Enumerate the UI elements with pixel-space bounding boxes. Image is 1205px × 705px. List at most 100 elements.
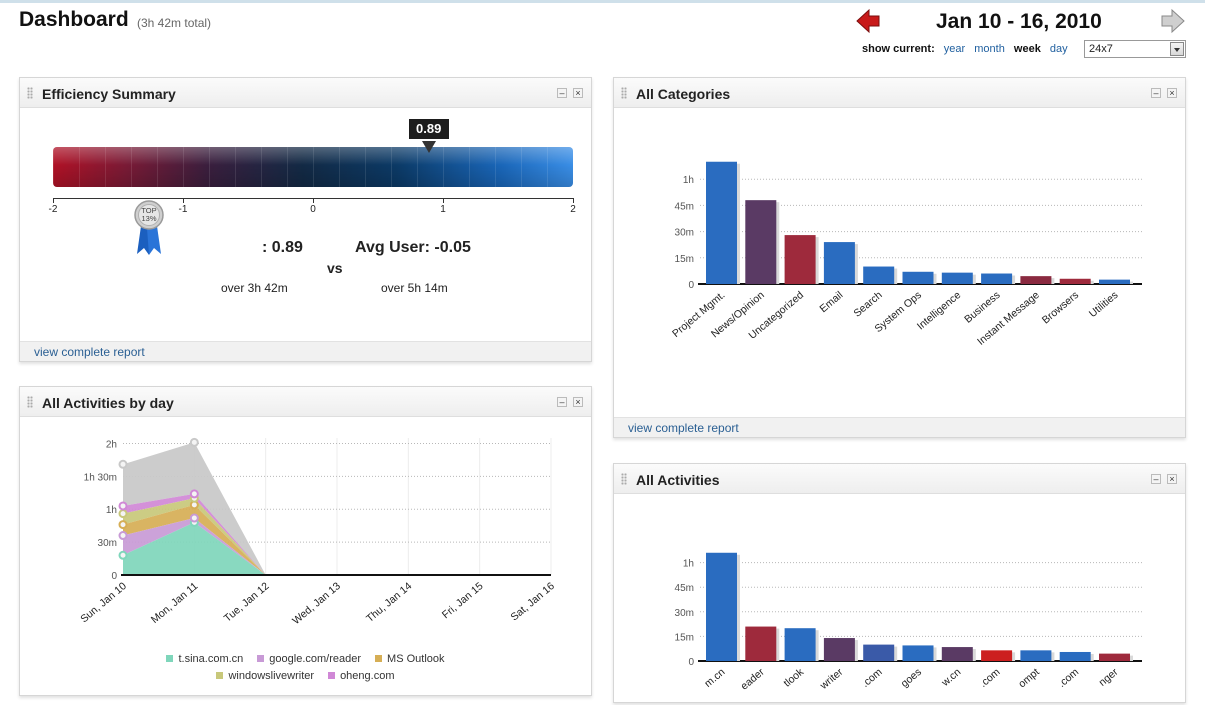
close-icon[interactable]: × <box>573 397 583 407</box>
x-tick-label: tlook <box>781 666 806 690</box>
bar[interactable] <box>1020 276 1052 284</box>
x-tick-label: nger <box>1097 666 1121 689</box>
data-point[interactable] <box>189 489 199 499</box>
vs-label: vs <box>327 260 343 276</box>
close-icon[interactable]: × <box>1167 88 1177 98</box>
gauge-tick-label: 0 <box>310 204 316 215</box>
bar[interactable] <box>981 650 1013 661</box>
drag-handle-icon[interactable] <box>27 396 33 408</box>
x-tick-label: Utilities <box>1087 289 1121 320</box>
gauge-tick-label: 2 <box>570 204 576 215</box>
x-tick-label: Search <box>851 289 884 320</box>
bar[interactable] <box>902 271 934 284</box>
panel-header: All Categories – × <box>614 78 1185 108</box>
prev-week-icon[interactable] <box>855 8 881 34</box>
data-point[interactable] <box>189 437 199 447</box>
y-tick-label: 1h 30m <box>84 472 117 483</box>
legend-label: google.com/reader <box>269 653 362 665</box>
x-tick-label: Intelligence <box>915 289 964 332</box>
bar[interactable] <box>1059 651 1091 661</box>
legend-item: oheng.com <box>328 670 395 682</box>
activities-by-day-panel: All Activities by day – × 0 30m 1h 1h 30m 2h… <box>19 386 592 696</box>
y-tick-label: 30m <box>675 608 694 619</box>
period-day-link[interactable]: day <box>1049 43 1068 55</box>
y-tick-label: 2h <box>106 439 117 450</box>
bar[interactable] <box>823 638 855 661</box>
bar[interactable] <box>941 647 973 661</box>
x-tick-label: .com <box>1056 666 1081 690</box>
drag-handle-icon[interactable] <box>621 87 627 99</box>
bar[interactable] <box>1099 279 1130 284</box>
area-series <box>123 493 551 575</box>
bar[interactable] <box>863 266 895 284</box>
bar[interactable] <box>706 161 737 284</box>
y-tick-label: 1h <box>683 175 694 186</box>
y-tick-label: 1h <box>683 559 694 570</box>
bar[interactable] <box>784 235 816 284</box>
panel-title: All Categories <box>636 86 731 102</box>
period-year-link[interactable]: year <box>943 43 966 55</box>
minimize-icon[interactable]: – <box>1151 474 1161 484</box>
gauge-tick <box>53 198 54 203</box>
data-point[interactable] <box>118 520 128 530</box>
avg-user-score: Avg User: -0.05 <box>355 239 471 256</box>
data-point[interactable] <box>189 513 199 523</box>
bar[interactable] <box>863 644 895 661</box>
x-tick-label: goes <box>899 666 924 690</box>
minimize-icon[interactable]: – <box>1151 88 1161 98</box>
date-range: Jan 10 - 16, 2010 <box>936 10 1102 33</box>
x-tick-label: .com <box>859 666 884 690</box>
bar[interactable] <box>745 200 777 284</box>
bar[interactable] <box>745 626 777 661</box>
minimize-icon[interactable]: – <box>557 88 567 98</box>
bar[interactable] <box>823 242 855 284</box>
y-tick-label: 45m <box>675 583 694 594</box>
bar[interactable] <box>902 645 934 661</box>
chart-legend: t.sina.com.cn google.com/reader MS Outlook… <box>20 653 591 682</box>
drag-handle-icon[interactable] <box>621 473 627 485</box>
gauge-value: 0.89 <box>408 119 449 139</box>
data-point[interactable] <box>118 501 128 511</box>
bar[interactable] <box>941 272 973 284</box>
bar[interactable] <box>1099 653 1130 661</box>
x-tick-label: Wed, Jan 13 <box>290 580 343 627</box>
chevron-down-icon[interactable] <box>1170 42 1184 56</box>
avg-user-time: over 5h 14m <box>381 281 448 295</box>
bar[interactable] <box>784 628 816 661</box>
badge-top-text: TOP <box>141 206 156 215</box>
show-current-bar: show current: year month week day <box>862 43 1068 55</box>
bar[interactable] <box>1020 650 1052 661</box>
view-report-link[interactable]: view complete report <box>34 345 145 359</box>
data-point[interactable] <box>118 509 128 519</box>
bar[interactable] <box>1059 278 1091 284</box>
page-title: Dashboard <box>19 8 129 31</box>
area-series <box>123 498 551 575</box>
close-icon[interactable]: × <box>1167 474 1177 484</box>
next-week-icon[interactable] <box>1160 8 1186 34</box>
legend-label: windowslivewriter <box>228 670 315 682</box>
show-current-label: show current: <box>862 43 935 55</box>
x-tick-label: Tue, Jan 12 <box>222 580 272 625</box>
bar[interactable] <box>706 552 737 661</box>
legend-item: MS Outlook <box>375 653 445 665</box>
data-point[interactable] <box>118 531 128 541</box>
period-month-link[interactable]: month <box>974 43 1005 55</box>
drag-handle-icon[interactable] <box>27 87 33 99</box>
data-point[interactable] <box>118 550 128 560</box>
bar[interactable] <box>981 273 1013 284</box>
area-series <box>123 442 551 575</box>
top-border <box>0 0 1205 3</box>
minimize-icon[interactable]: – <box>557 397 567 407</box>
total-time: (3h 42m total) <box>137 16 212 30</box>
view-report-link[interactable]: view complete report <box>628 421 739 435</box>
close-icon[interactable]: × <box>573 88 583 98</box>
y-tick-label: 0 <box>688 657 694 668</box>
x-tick-label: Email <box>817 289 845 315</box>
gauge-tick <box>573 198 574 203</box>
all-activities-panel: All Activities – × 0 15m 30m 45m 1h m.cn eader… <box>613 463 1186 703</box>
y-tick-label: 30m <box>98 538 117 549</box>
data-point[interactable] <box>118 459 128 469</box>
x-tick-label: eader <box>738 666 767 693</box>
all-categories-panel: All Categories – × 0 15m 30m 45m 1h Project M… <box>613 77 1186 438</box>
schedule-select[interactable]: 24x7 <box>1084 40 1186 58</box>
